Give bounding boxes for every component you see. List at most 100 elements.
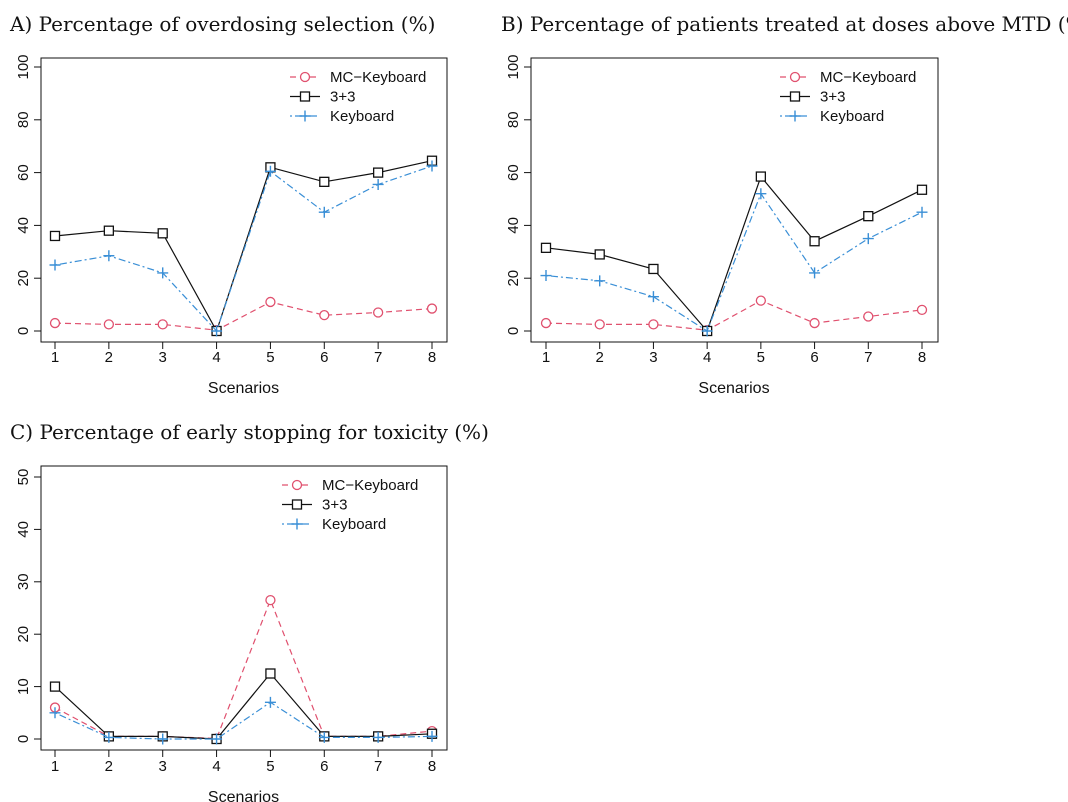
x-tick-label: 8 xyxy=(918,349,926,366)
series-line xyxy=(54,672,433,740)
x-tick-label: 5 xyxy=(757,349,765,366)
data-point xyxy=(862,233,874,245)
data-point xyxy=(426,730,438,742)
chart-panel-3: C) Percentage of early stopping for toxi… xyxy=(10,420,489,802)
x-tick-label: 7 xyxy=(374,758,382,775)
data-point xyxy=(103,319,115,330)
legend-label: 3+3 xyxy=(820,89,845,106)
legend-marker xyxy=(291,499,303,510)
x-tick-label: 5 xyxy=(266,758,274,775)
y-tick-label: 20 xyxy=(15,270,32,287)
x-axis-label: Scenarios xyxy=(208,789,279,802)
data-point xyxy=(103,225,115,236)
legend-marker xyxy=(299,110,311,122)
plot-frame xyxy=(40,465,448,751)
data-point xyxy=(157,319,168,330)
data-point xyxy=(265,296,276,308)
chart-title: C) Percentage of early stopping for toxi… xyxy=(10,420,489,444)
data-point xyxy=(809,267,821,279)
data-point xyxy=(594,249,605,260)
x-axis-label: Scenarios xyxy=(698,380,769,397)
data-point xyxy=(594,319,605,330)
series-line xyxy=(54,301,433,331)
data-point xyxy=(157,733,169,745)
data-point xyxy=(648,319,659,330)
series-line xyxy=(545,299,923,331)
y-tick-label: 80 xyxy=(505,111,522,128)
y-tick-label: 60 xyxy=(505,164,522,181)
y-tick-label: 0 xyxy=(15,735,32,743)
data-point xyxy=(319,176,330,187)
series-plus xyxy=(49,160,438,337)
data-point xyxy=(49,681,61,692)
chart-panel-1: A) Percentage of overdosing selection (%… xyxy=(9,12,448,397)
series-line xyxy=(545,175,923,333)
data-point xyxy=(372,167,384,178)
series-square xyxy=(540,171,928,337)
x-axis: 1 2 3 4 5 6 7 8 xyxy=(51,341,436,366)
y-tick-label: 30 xyxy=(15,573,32,590)
series-circle xyxy=(540,295,928,336)
data-point xyxy=(426,303,438,314)
data-point xyxy=(648,263,659,275)
y-tick-label: 40 xyxy=(15,217,32,234)
y-tick-label: 40 xyxy=(505,217,522,234)
legend-marker xyxy=(789,91,801,102)
series-line xyxy=(54,701,433,740)
data-point xyxy=(809,317,820,329)
data-point xyxy=(318,731,330,743)
x-tick-label: 3 xyxy=(159,758,167,775)
data-point xyxy=(211,733,223,745)
x-tick-label: 4 xyxy=(212,349,220,366)
x-tick-label: 4 xyxy=(212,758,220,775)
data-point xyxy=(103,250,115,262)
data-point xyxy=(863,311,874,322)
series-line xyxy=(54,165,433,333)
chart-panel-2: B) Percentage of patients treated at dos… xyxy=(501,12,1068,397)
data-point xyxy=(647,291,659,303)
legend-label: MC−Keyboard xyxy=(330,69,426,86)
legend-marker xyxy=(299,71,311,83)
data-point xyxy=(49,707,61,719)
plot-frame xyxy=(40,57,448,343)
data-point xyxy=(157,228,168,239)
y-axis: 0 20 40 60 80 100 xyxy=(15,54,42,335)
legend-marker xyxy=(789,110,801,122)
x-tick-label: 5 xyxy=(266,349,274,366)
series-plus xyxy=(540,188,928,337)
x-tick-label: 2 xyxy=(596,349,604,366)
series-line xyxy=(54,598,433,740)
data-point xyxy=(319,310,330,321)
data-point xyxy=(265,668,276,679)
series-circle xyxy=(49,296,438,336)
x-tick-label: 6 xyxy=(320,349,328,366)
data-point xyxy=(372,178,384,190)
x-tick-label: 1 xyxy=(51,349,59,366)
data-point xyxy=(372,307,384,318)
chart-title: B) Percentage of patients treated at dos… xyxy=(501,12,1068,36)
x-tick-label: 6 xyxy=(810,349,818,366)
y-tick-label: 10 xyxy=(15,678,32,695)
plot-frame xyxy=(530,57,939,343)
data-point xyxy=(701,325,713,337)
data-point xyxy=(540,317,552,329)
data-point xyxy=(49,317,61,329)
legend-marker xyxy=(299,91,311,102)
data-point xyxy=(49,230,61,242)
data-point xyxy=(916,184,928,195)
series-line xyxy=(545,192,923,332)
data-point xyxy=(594,275,606,287)
data-point xyxy=(264,696,276,708)
series-plus xyxy=(49,696,438,745)
x-tick-label: 3 xyxy=(159,349,167,366)
x-tick-label: 8 xyxy=(428,349,436,366)
legend: MC−Keyboard 3+3 Keyboard xyxy=(282,477,418,533)
data-point xyxy=(755,188,767,200)
y-tick-label: 100 xyxy=(15,54,32,79)
data-point xyxy=(426,160,438,172)
y-tick-label: 20 xyxy=(15,626,32,643)
data-point xyxy=(49,259,61,271)
data-point xyxy=(809,236,820,247)
legend-marker xyxy=(291,518,303,530)
